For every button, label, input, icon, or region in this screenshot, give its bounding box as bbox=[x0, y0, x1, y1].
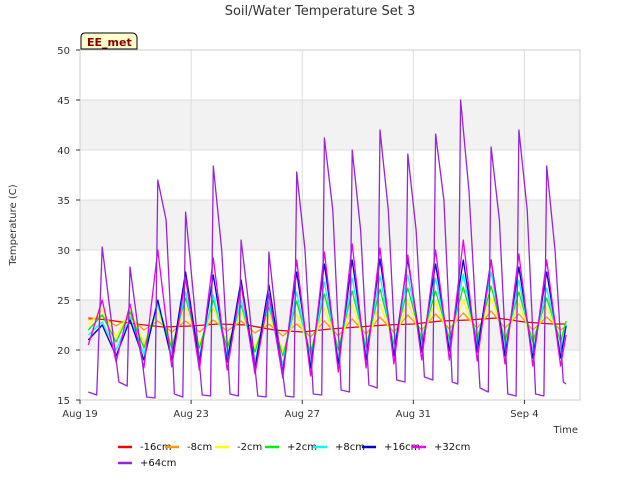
x-tick-label: Aug 31 bbox=[396, 409, 431, 420]
legend-label: +8cm bbox=[335, 442, 365, 453]
plot-band bbox=[80, 100, 580, 150]
x-tick-label: Aug 27 bbox=[285, 409, 320, 420]
y-tick-label: 45 bbox=[57, 96, 70, 107]
y-tick-label: 15 bbox=[57, 396, 70, 407]
legend-label: +16cm bbox=[384, 442, 420, 453]
x-tick-label: Aug 19 bbox=[62, 409, 97, 420]
legend-item-6: +32cm bbox=[412, 442, 470, 453]
plot-area bbox=[79, 49, 581, 401]
legend-label: -8cm bbox=[187, 442, 212, 453]
legend-label: +2cm bbox=[287, 442, 317, 453]
legend-item-7: +64cm bbox=[118, 458, 176, 469]
x-axis-label: Time bbox=[553, 425, 578, 436]
legend: -16cm -8cm -2cm +2cm +8cm +16cm +32cm +64cm bbox=[118, 442, 470, 469]
plot-band bbox=[80, 200, 580, 250]
x-axis: Aug 19 Aug 23 Aug 27 Aug 31 Sep 4 bbox=[62, 400, 539, 420]
chart-title: Soil/Water Temperature Set 3 bbox=[225, 4, 416, 19]
legend-item-5: +16cm bbox=[362, 442, 420, 453]
y-tick-label: 50 bbox=[57, 46, 70, 57]
legend-item-4: +8cm bbox=[313, 442, 365, 453]
y-tick-label: 30 bbox=[57, 246, 70, 257]
legend-item-0: -16cm bbox=[118, 442, 172, 453]
legend-label: -16cm bbox=[140, 442, 172, 453]
x-tick-label: Sep 4 bbox=[510, 409, 538, 420]
y-tick-label: 20 bbox=[57, 346, 70, 357]
x-tick-label: Aug 23 bbox=[173, 409, 208, 420]
legend-item-2: -2cm bbox=[215, 442, 262, 453]
y-tick-label: 40 bbox=[57, 146, 70, 157]
legend-label: +32cm bbox=[434, 442, 470, 453]
legend-item-1: -8cm bbox=[165, 442, 212, 453]
station-badge: EE_met bbox=[80, 32, 138, 50]
series-line-2 bbox=[87, 297, 567, 352]
legend-item-3: +2cm bbox=[265, 442, 317, 453]
series-layer bbox=[87, 99, 567, 399]
station-badge-label: EE_met bbox=[87, 36, 132, 49]
series-line-6 bbox=[87, 239, 567, 379]
y-tick-label: 35 bbox=[57, 196, 70, 207]
series-line-7 bbox=[88, 99, 567, 399]
legend-label: +64cm bbox=[140, 458, 176, 469]
y-tick-label: 25 bbox=[57, 296, 70, 307]
y-axis-label: Temperature (C) bbox=[8, 184, 19, 266]
y-axis: 15 20 25 30 35 40 45 50 bbox=[57, 46, 80, 407]
legend-label: -2cm bbox=[237, 442, 262, 453]
